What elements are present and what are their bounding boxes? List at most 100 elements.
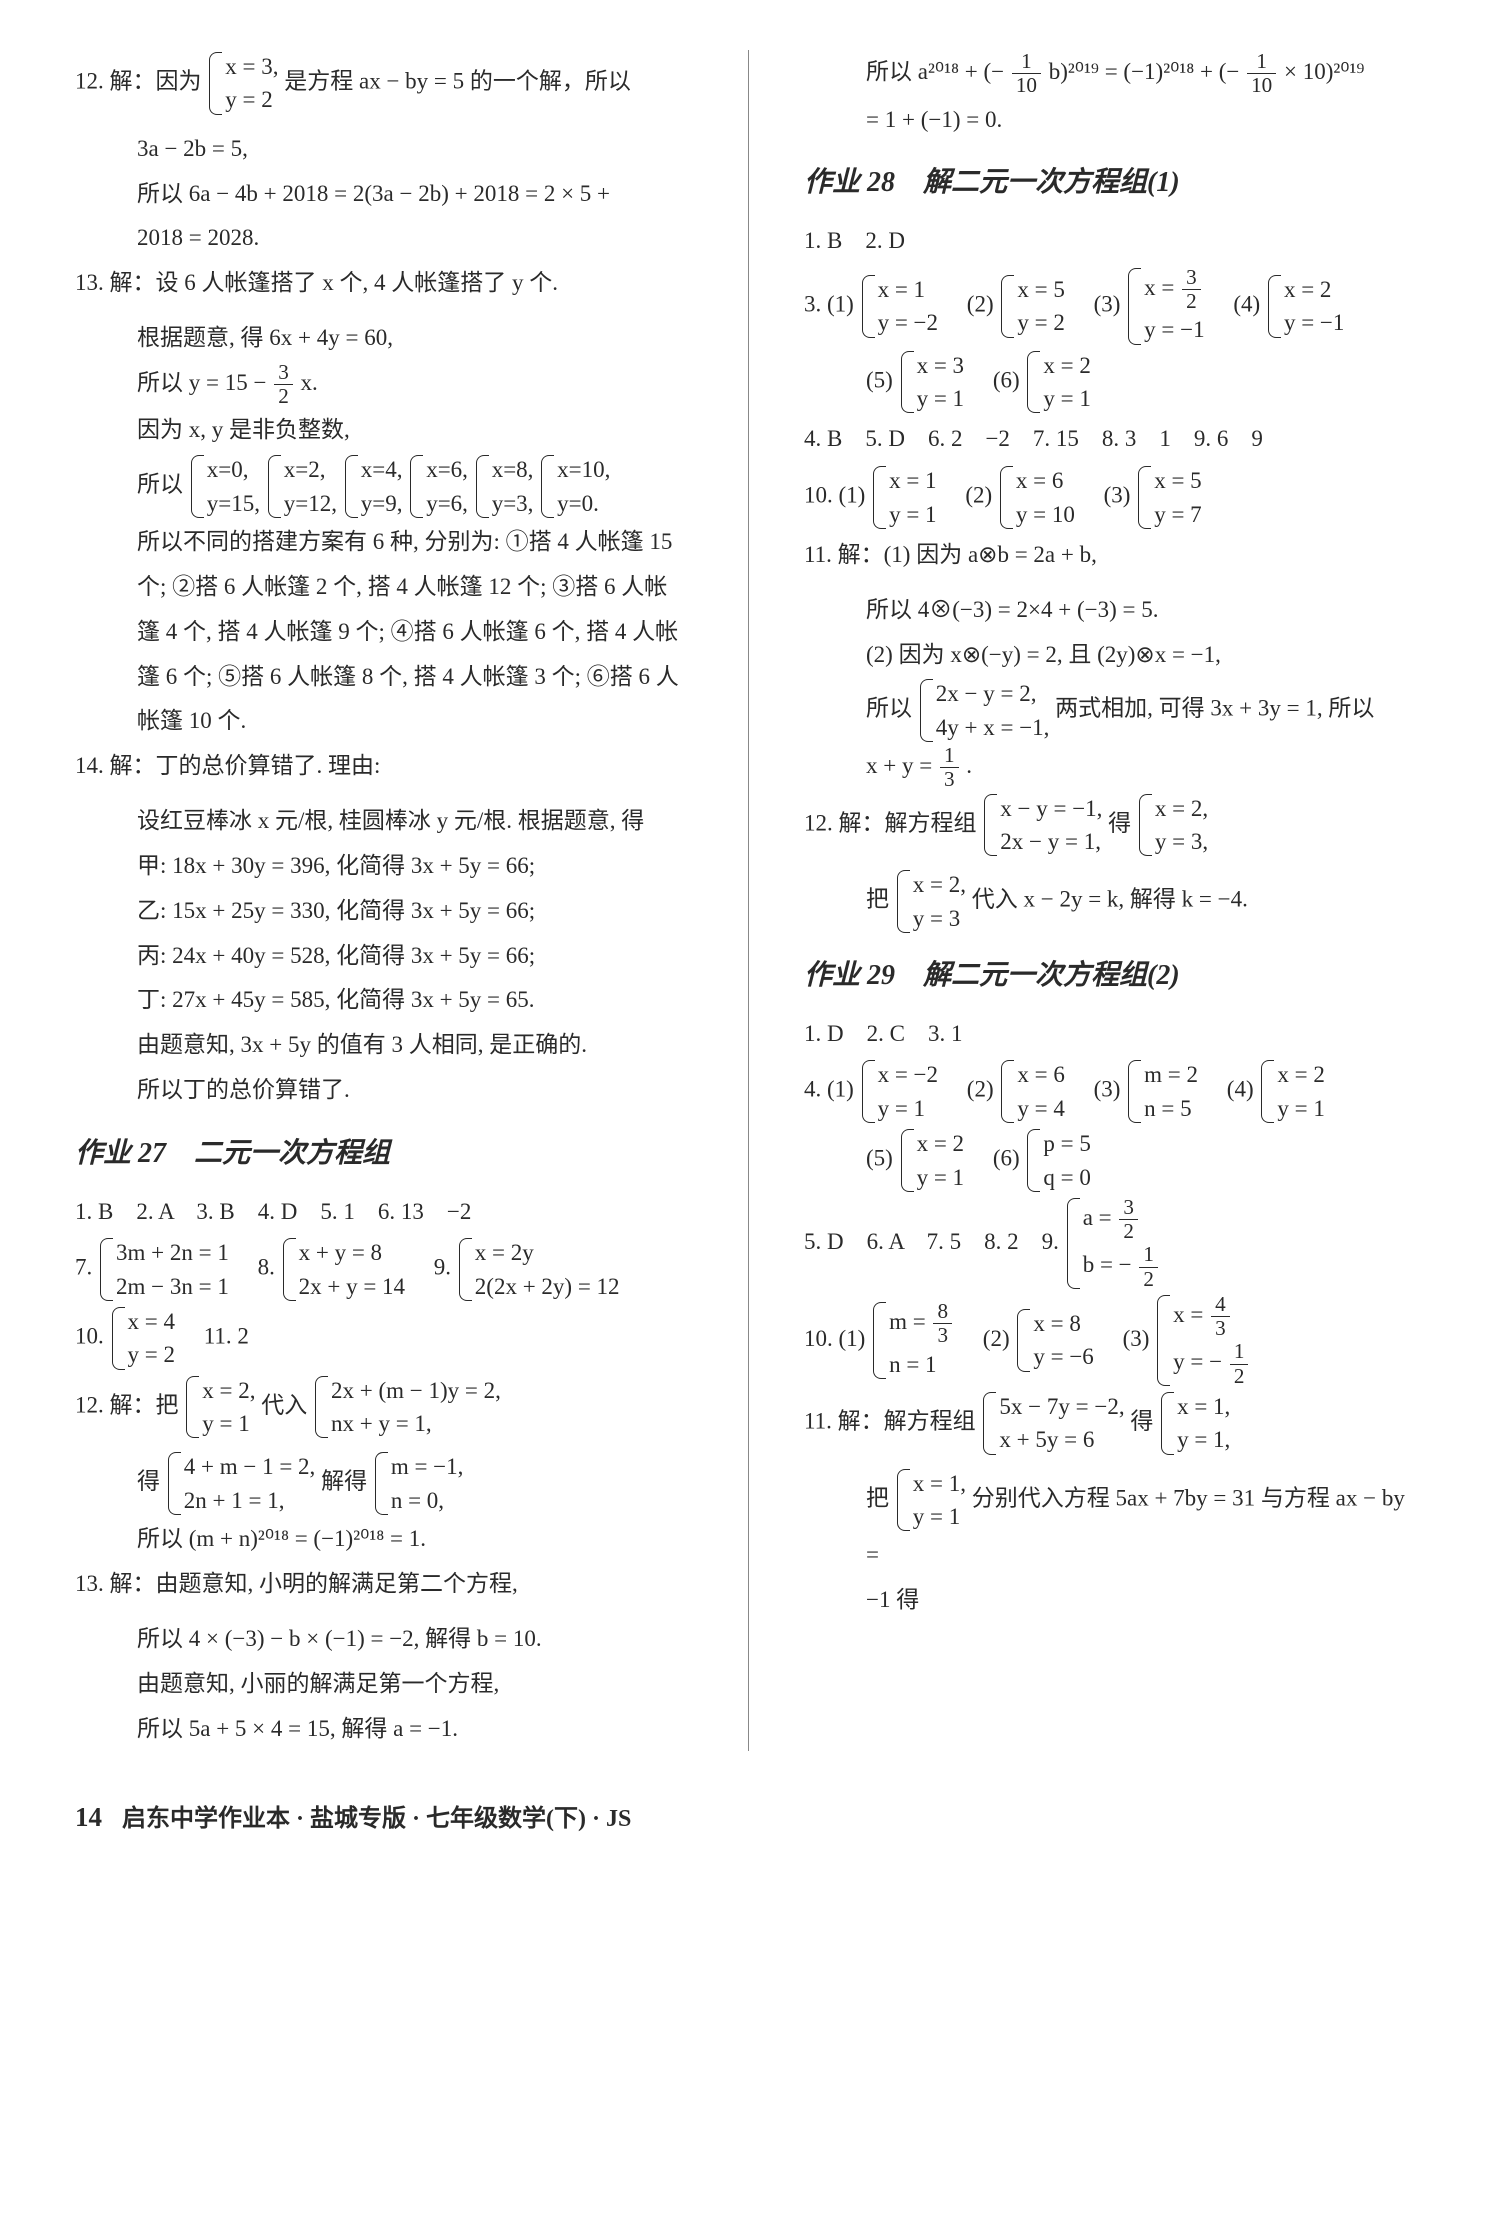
line: 甲: 18x + 30y = 396, 化简得 3x + 5y = 66; xyxy=(75,844,693,889)
label: 10. xyxy=(804,1326,833,1351)
line: 因为 x, y 是非负整数, xyxy=(75,408,693,453)
eq: a = 32 xyxy=(1083,1196,1160,1244)
label: 10. xyxy=(804,483,833,508)
label: (1) xyxy=(827,292,854,317)
label: 3. xyxy=(804,292,821,317)
answers: 1. B 2. A 3. B 4. D 5. 1 6. 13 −2 xyxy=(75,1190,693,1235)
fraction: 13 xyxy=(940,744,959,792)
answers: (5) x = 2y = 1 (6) p = 5q = 0 xyxy=(804,1127,1422,1194)
brace: x=6,y=6, xyxy=(408,453,468,520)
text: 得 xyxy=(1108,810,1131,835)
brace: 2x + (m − 1)y = 2,nx + y = 1, xyxy=(313,1374,501,1441)
brace: m = −1,n = 0, xyxy=(373,1450,464,1517)
brace: x − y = −1,2x − y = 1, xyxy=(982,792,1102,859)
eq: x = 43 xyxy=(1173,1293,1250,1341)
brace: 2x − y = 2,4y + x = −1, xyxy=(918,677,1050,744)
brace: x = 5y = 7 xyxy=(1136,464,1201,531)
text: 所以 xyxy=(866,696,912,721)
line: 篷 6 个; ⑤搭 6 人帐篷 8 个, 搭 4 人帐篷 3 个; ⑥搭 6 人 xyxy=(75,655,693,700)
label: (6) xyxy=(993,1146,1020,1171)
line: 由题意知, 小丽的解满足第一个方程, xyxy=(75,1662,693,1707)
text: 12. 解：解方程组 xyxy=(804,810,977,835)
label: (6) xyxy=(993,367,1020,392)
line: 得 4 + m − 1 = 2,2n + 1 = 1, 解得 m = −1,n … xyxy=(75,1450,693,1517)
text: 12. 解：把 xyxy=(75,1392,179,1417)
text: 所以 xyxy=(137,472,183,497)
line: 所以 (m + n)²⁰¹⁸ = (−1)²⁰¹⁸ = 1. xyxy=(75,1517,693,1562)
problem-27-12: 12. 解：把 x = 2,y = 1 代入 2x + (m − 1)y = 2… xyxy=(75,1374,693,1441)
text: x + y = xyxy=(866,753,938,778)
brace: x = 6y = 10 xyxy=(998,464,1075,531)
problem-13: 13. 解：设 6 人帐篷搭了 x 个, 4 人帐篷搭了 y 个. xyxy=(75,261,693,306)
line: 把 x = 2,y = 3 代入 x − 2y = k, 解得 k = −4. xyxy=(804,868,1422,935)
brace: x = 1,y = 1 xyxy=(895,1467,966,1534)
text: 两式相加, 可得 3x + 3y = 1, 所以 xyxy=(1055,696,1374,721)
line: 丙: 24x + 40y = 528, 化简得 3x + 5y = 66; xyxy=(75,934,693,979)
label: (4) xyxy=(1227,1077,1254,1102)
fraction: 110 xyxy=(1012,50,1041,98)
line: x + y = 13 . xyxy=(804,744,1422,792)
line: 设红豆棒冰 x 元/根, 桂圆棒冰 y 元/根. 根据题意, 得 xyxy=(75,799,693,844)
eq: y = − 12 xyxy=(1173,1340,1250,1388)
text: 11. 解：解方程组 xyxy=(804,1409,976,1434)
brace: a = 32 b = − 12 xyxy=(1065,1196,1160,1291)
label: (5) xyxy=(866,367,893,392)
brace: x = 2y = −1 xyxy=(1266,273,1344,340)
section-heading-27: 作业 27 二元一次方程组 xyxy=(75,1127,693,1182)
brace: x = 2y2(2x + 2y) = 12 xyxy=(457,1236,620,1303)
brace: x = 32 y = −1 xyxy=(1126,266,1204,347)
text: 代入 x − 2y = k, 解得 k = −4. xyxy=(972,887,1248,912)
brace: x=4,y=9, xyxy=(343,453,403,520)
label: (1) xyxy=(827,1077,854,1102)
brace: x=2,y=12, xyxy=(266,453,337,520)
text: 所以 a²⁰¹⁸ + (− xyxy=(866,59,1010,84)
brace: x = 6y = 4 xyxy=(999,1058,1064,1125)
line: 所以 5a + 5 × 4 = 15, 解得 a = −1. xyxy=(75,1707,693,1752)
fraction: 110 xyxy=(1247,50,1276,98)
brace: x=8,y=3, xyxy=(474,453,534,520)
brace: p = 5q = 0 xyxy=(1025,1127,1090,1194)
text: 把 xyxy=(866,887,889,912)
problem-28-12: 12. 解：解方程组 x − y = −1,2x − y = 1, 得 x = … xyxy=(804,792,1422,859)
text: 解得 xyxy=(321,1469,367,1494)
fraction: 3 2 xyxy=(274,361,293,409)
line: 帐篷 10 个. xyxy=(75,699,693,744)
eq: m = 83 xyxy=(889,1300,954,1348)
brace: x = 43 y = − 12 xyxy=(1155,1293,1250,1388)
answers: 4. (1) x = −2y = 1 (2) x = 6y = 4 (3) m … xyxy=(804,1058,1422,1125)
brace: 4 + m − 1 = 2,2n + 1 = 1, xyxy=(166,1450,316,1517)
eq: y = 2 xyxy=(225,83,278,116)
label: (1) xyxy=(839,1326,866,1351)
eq: x = 3, xyxy=(225,50,278,83)
brace: x = 2,y = 1 xyxy=(184,1374,255,1441)
problem-14: 14. 解：丁的总价算错了. 理由: xyxy=(75,744,693,789)
text: x. xyxy=(301,370,318,395)
brace: x + y = 82x + y = 14 xyxy=(281,1236,405,1303)
section-heading-28: 作业 28 解二元一次方程组(1) xyxy=(804,156,1422,211)
footer-text: 启东中学作业本 · 盐城专版 · 七年级数学(下) · JS xyxy=(122,1806,631,1832)
line: 所以 2x − y = 2,4y + x = −1, 两式相加, 可得 3x +… xyxy=(804,677,1422,744)
line: 所以丁的总价算错了. xyxy=(75,1068,693,1113)
brace: x=0,y=15, xyxy=(189,453,260,520)
line: = 1 + (−1) = 0. xyxy=(804,98,1422,143)
line: 所以 y = 15 − 3 2 x. xyxy=(75,361,693,409)
label: 10. xyxy=(75,1324,104,1349)
label: (1) xyxy=(839,483,866,508)
page-footer: 14 启东中学作业本 · 盐城专版 · 七年级数学(下) · JS xyxy=(75,1791,1422,1844)
text: 得 xyxy=(137,1469,160,1494)
brace: m = 2n = 5 xyxy=(1126,1058,1198,1125)
brace: x = 2,y = 3 xyxy=(895,868,966,935)
line: 所以 4⊗(−3) = 2×4 + (−3) = 5. xyxy=(804,588,1422,633)
problem-27-13: 13. 解：由题意知, 小明的解满足第二个方程, xyxy=(75,1562,693,1607)
brace-system: x = 3, y = 2 xyxy=(207,50,278,117)
text: × 10)²⁰¹⁹ xyxy=(1284,59,1364,84)
text: 得 xyxy=(1130,1409,1153,1434)
line: 所以不同的搭建方案有 6 种, 分别为: ①搭 4 人帐篷 15 xyxy=(75,520,693,565)
label: (5) xyxy=(866,1146,893,1171)
brace: x = 2,y = 3, xyxy=(1137,792,1208,859)
brace: x = −2y = 1 xyxy=(860,1058,938,1125)
brace: 5x − 7y = −2,x + 5y = 6 xyxy=(981,1390,1124,1457)
problem-28-11: 11. 解：(1) 因为 a⊗b = 2a + b, xyxy=(804,533,1422,578)
line: 3a − 2b = 5, xyxy=(75,127,693,172)
answers: 7. 3m + 2n = 12m − 3n = 1 8. x + y = 82x… xyxy=(75,1236,693,1303)
